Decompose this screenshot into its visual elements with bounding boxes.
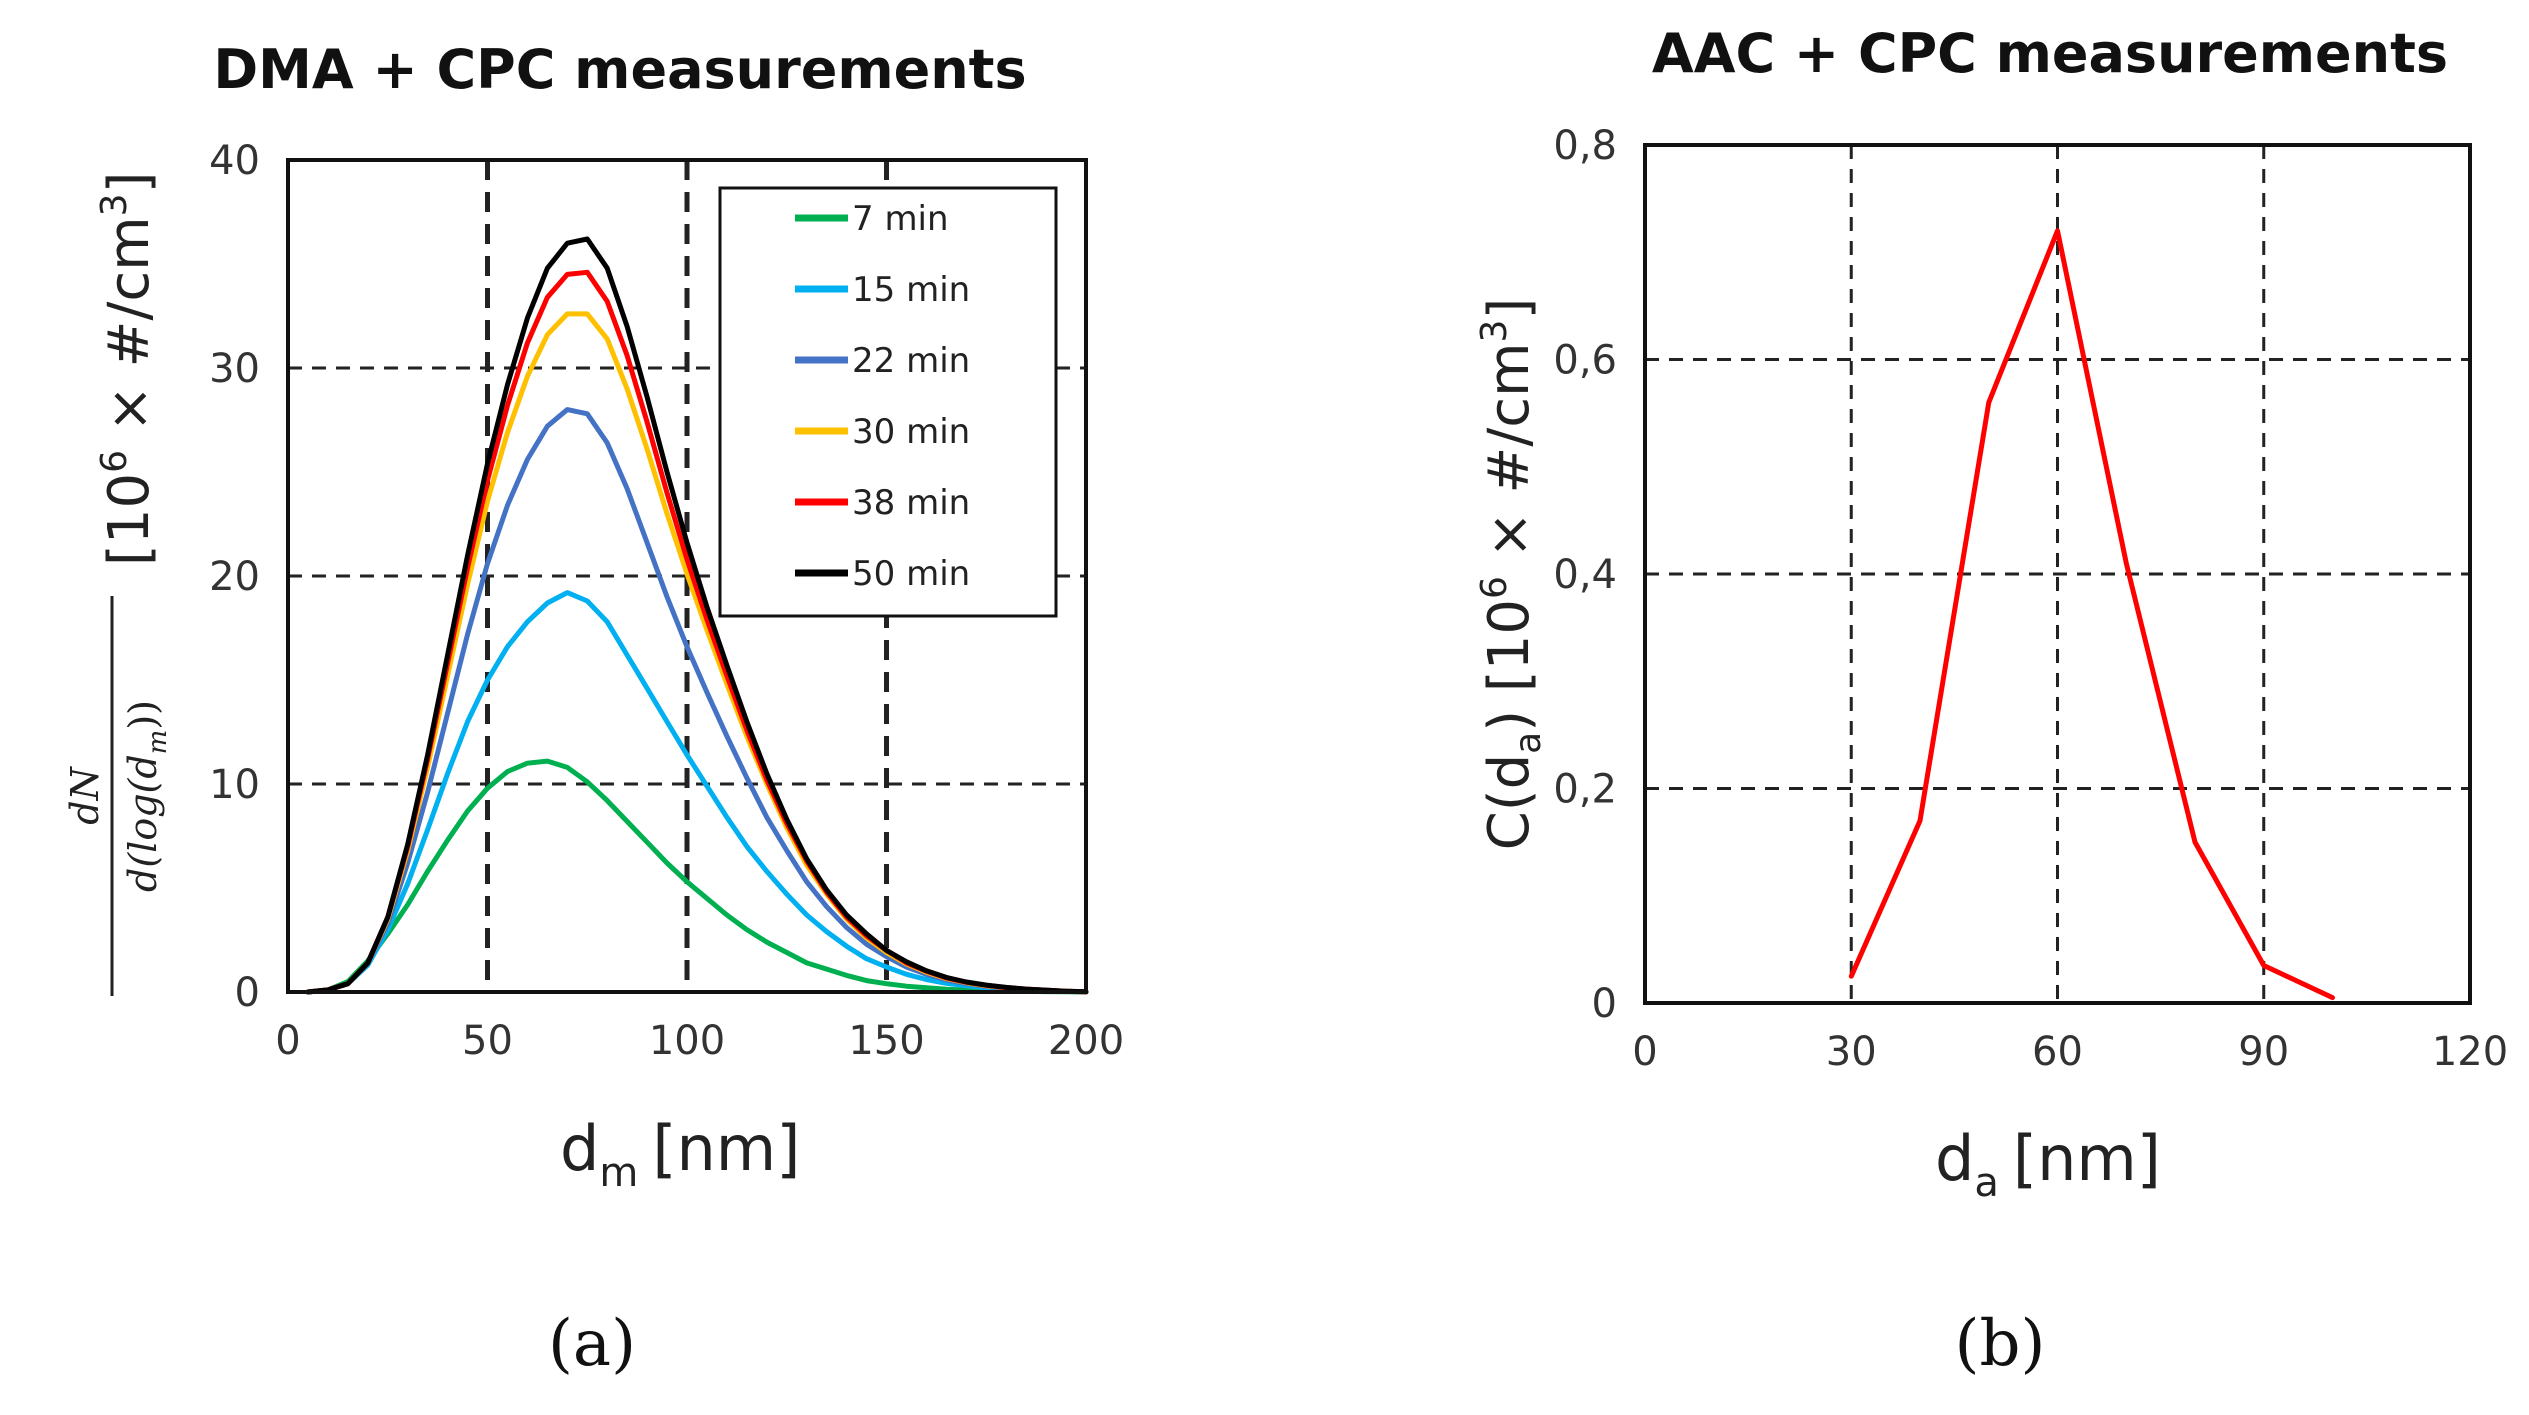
panel-label-b: (b) — [1955, 1307, 2046, 1381]
y-tick-label: 40 — [209, 138, 260, 184]
legend-label: 7 min — [852, 199, 949, 239]
legend-label: 30 min — [852, 412, 970, 452]
y-tick-label: 0 — [1592, 981, 1617, 1027]
chart-a-ylabel-unit: [106 × #/cm3] — [94, 172, 162, 566]
chart-b-xlabel: da [nm] — [1935, 1122, 2161, 1206]
chart-a-ylabel-numerator: dN — [63, 765, 107, 824]
panel-label-a: (a) — [548, 1307, 636, 1381]
legend-label: 50 min — [852, 554, 970, 594]
series-line-aac — [1848, 228, 2335, 1001]
y-tick-label: 0 — [235, 970, 260, 1016]
legend-label: 22 min — [852, 341, 970, 381]
y-tick-label: 0,6 — [1553, 338, 1617, 384]
chart-a-yticks: 0 10 20 30 40 — [209, 138, 260, 1016]
chart-a-xlabel: dm [nm] — [560, 1112, 800, 1196]
series-line-50-min — [305, 236, 1089, 995]
chart-a-series — [305, 236, 1089, 995]
chart-b-series — [1848, 228, 2335, 1001]
chart-b-xticks: 0 30 60 90 120 — [1632, 1029, 2508, 1075]
chart-b-yticks: 0 0,2 0,4 0,6 0,8 — [1553, 123, 1617, 1027]
x-tick-label: 120 — [2432, 1029, 2508, 1075]
legend-label: 15 min — [852, 270, 970, 310]
chart-b-title: AAC + CPC measurements — [1652, 22, 2448, 85]
x-tick-label: 50 — [462, 1018, 513, 1064]
y-tick-label: 0,4 — [1553, 552, 1617, 598]
x-tick-label: 90 — [2238, 1029, 2289, 1075]
x-tick-label: 60 — [2032, 1029, 2083, 1075]
x-tick-label: 0 — [1632, 1029, 1657, 1075]
x-tick-label: 150 — [848, 1018, 924, 1064]
x-tick-label: 100 — [649, 1018, 725, 1064]
y-tick-label: 20 — [209, 554, 260, 600]
y-tick-label: 30 — [209, 346, 260, 392]
y-tick-label: 10 — [209, 762, 260, 808]
y-tick-label: 0,2 — [1553, 767, 1617, 813]
series-line-15-min — [305, 590, 1089, 995]
chart-a-ylabel: dN d(log(dm)) [106 × #/cm3] — [63, 172, 173, 996]
chart-a-frame — [286, 158, 1088, 994]
chart-b-ylabel: C(da) [106 × #/cm3] — [1474, 298, 1549, 851]
x-tick-label: 30 — [1826, 1029, 1877, 1075]
chart-a: DMA + CPC measurements 0 50 100 150 200 0 10 2… — [63, 38, 1124, 1196]
chart-b-frame — [1643, 143, 2472, 1005]
x-tick-label: 0 — [275, 1018, 300, 1064]
chart-a-ylabel-denominator: d(log(dm)) — [121, 700, 173, 892]
svg-text:C(da) [106 × #/cm3]: C(da) [106 × #/cm3] — [1474, 298, 1549, 851]
chart-b: AAC + CPC measurements 0 30 60 90 120 0 0,2 0,… — [1474, 22, 2508, 1206]
chart-b-grid — [1645, 145, 2470, 1003]
series-line-7-min — [305, 758, 1089, 995]
chart-a-title: DMA + CPC measurements — [213, 38, 1026, 101]
y-tick-label: 0,8 — [1553, 123, 1617, 169]
chart-a-xticks: 0 50 100 150 200 — [275, 1018, 1124, 1064]
legend-label: 38 min — [852, 483, 970, 523]
chart-a-legend: 7 min 15 min 22 min 30 min 38 min 50 min — [718, 186, 1058, 618]
x-tick-label: 200 — [1048, 1018, 1124, 1064]
